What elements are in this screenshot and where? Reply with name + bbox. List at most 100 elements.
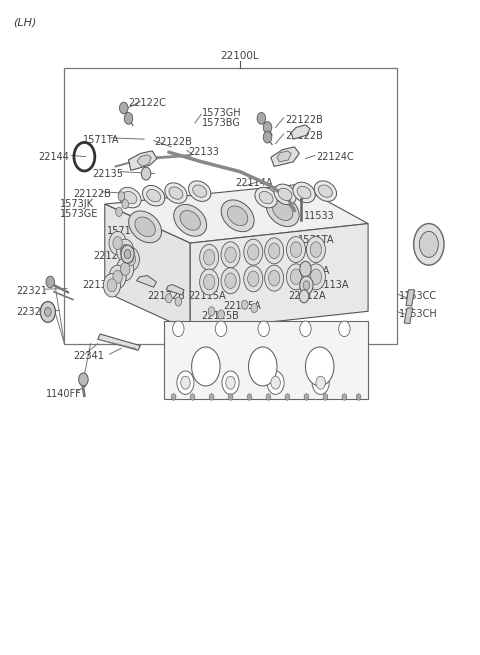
Circle shape: [287, 264, 305, 290]
Text: 1140FF: 1140FF: [47, 389, 82, 399]
Circle shape: [251, 303, 258, 312]
Text: 22125B: 22125B: [201, 311, 239, 321]
Circle shape: [221, 268, 240, 293]
Polygon shape: [167, 285, 184, 295]
Circle shape: [356, 394, 361, 400]
Text: 1573GH: 1573GH: [202, 108, 241, 118]
Text: 1573GE: 1573GE: [60, 209, 98, 219]
Ellipse shape: [293, 182, 315, 202]
Circle shape: [263, 122, 272, 134]
Circle shape: [200, 244, 219, 271]
Text: (LH): (LH): [13, 17, 36, 27]
Text: 22311B: 22311B: [171, 352, 209, 362]
Circle shape: [300, 290, 309, 303]
Text: 22129: 22129: [93, 251, 124, 261]
Polygon shape: [277, 151, 291, 162]
Circle shape: [244, 239, 263, 265]
Circle shape: [116, 208, 122, 216]
Circle shape: [117, 257, 134, 281]
Circle shape: [264, 265, 284, 291]
Circle shape: [316, 376, 325, 389]
Circle shape: [339, 321, 350, 337]
Bar: [164, 321, 368, 399]
Ellipse shape: [221, 200, 254, 232]
Circle shape: [120, 263, 130, 276]
Circle shape: [305, 347, 334, 386]
Text: 22113A: 22113A: [311, 280, 348, 290]
Polygon shape: [137, 276, 156, 288]
Circle shape: [414, 223, 444, 265]
Circle shape: [300, 321, 311, 337]
Circle shape: [290, 269, 301, 285]
Circle shape: [247, 394, 252, 400]
Circle shape: [175, 297, 181, 306]
Circle shape: [200, 269, 219, 295]
Circle shape: [122, 248, 139, 271]
Circle shape: [226, 376, 235, 389]
Ellipse shape: [129, 211, 162, 243]
Circle shape: [257, 113, 265, 124]
Circle shape: [271, 376, 280, 389]
Polygon shape: [105, 185, 368, 243]
Circle shape: [221, 242, 240, 268]
Text: 1571TA: 1571TA: [107, 227, 144, 236]
Circle shape: [208, 307, 215, 316]
Polygon shape: [291, 125, 310, 139]
Text: 1571TA: 1571TA: [298, 235, 335, 245]
Circle shape: [264, 238, 284, 264]
Ellipse shape: [278, 188, 292, 200]
Text: 22133: 22133: [188, 147, 219, 157]
Circle shape: [228, 394, 233, 400]
Circle shape: [171, 394, 176, 400]
Ellipse shape: [273, 200, 293, 221]
Circle shape: [122, 200, 129, 209]
Text: 22341: 22341: [73, 351, 104, 361]
Circle shape: [45, 307, 51, 316]
Text: 22321: 22321: [16, 286, 47, 296]
Ellipse shape: [318, 185, 332, 197]
Circle shape: [300, 261, 311, 277]
Circle shape: [420, 231, 438, 257]
Text: 22122B: 22122B: [155, 138, 192, 147]
Circle shape: [225, 273, 236, 289]
Text: 22100L: 22100L: [221, 51, 259, 61]
Polygon shape: [105, 204, 190, 331]
Text: 22135: 22135: [92, 168, 123, 179]
Text: 22112A: 22112A: [288, 291, 326, 301]
Circle shape: [267, 371, 284, 394]
Text: 22122B: 22122B: [147, 291, 185, 301]
Ellipse shape: [189, 181, 211, 201]
Circle shape: [287, 236, 305, 263]
Text: 1571TA: 1571TA: [84, 135, 120, 145]
Ellipse shape: [259, 191, 273, 204]
Circle shape: [46, 276, 55, 288]
Circle shape: [323, 394, 328, 400]
Ellipse shape: [165, 183, 187, 203]
Circle shape: [216, 321, 227, 337]
Text: 22114A: 22114A: [235, 178, 273, 189]
Ellipse shape: [147, 189, 161, 202]
Circle shape: [218, 310, 224, 319]
Circle shape: [263, 132, 272, 143]
Text: 22122B: 22122B: [285, 131, 323, 141]
Ellipse shape: [266, 195, 299, 227]
Polygon shape: [129, 151, 157, 170]
Ellipse shape: [255, 187, 277, 208]
Circle shape: [126, 253, 136, 266]
Polygon shape: [406, 290, 415, 306]
Ellipse shape: [169, 187, 183, 199]
Circle shape: [290, 242, 301, 257]
Circle shape: [204, 250, 215, 265]
Circle shape: [141, 167, 151, 180]
Circle shape: [113, 271, 122, 284]
Circle shape: [268, 243, 280, 259]
Polygon shape: [404, 308, 413, 324]
Polygon shape: [271, 147, 300, 166]
Ellipse shape: [192, 185, 206, 197]
Circle shape: [120, 102, 128, 114]
Circle shape: [113, 236, 122, 250]
Ellipse shape: [297, 186, 311, 198]
Ellipse shape: [228, 206, 248, 225]
Text: 22322: 22322: [16, 307, 47, 317]
Text: 22124C: 22124C: [316, 153, 354, 162]
